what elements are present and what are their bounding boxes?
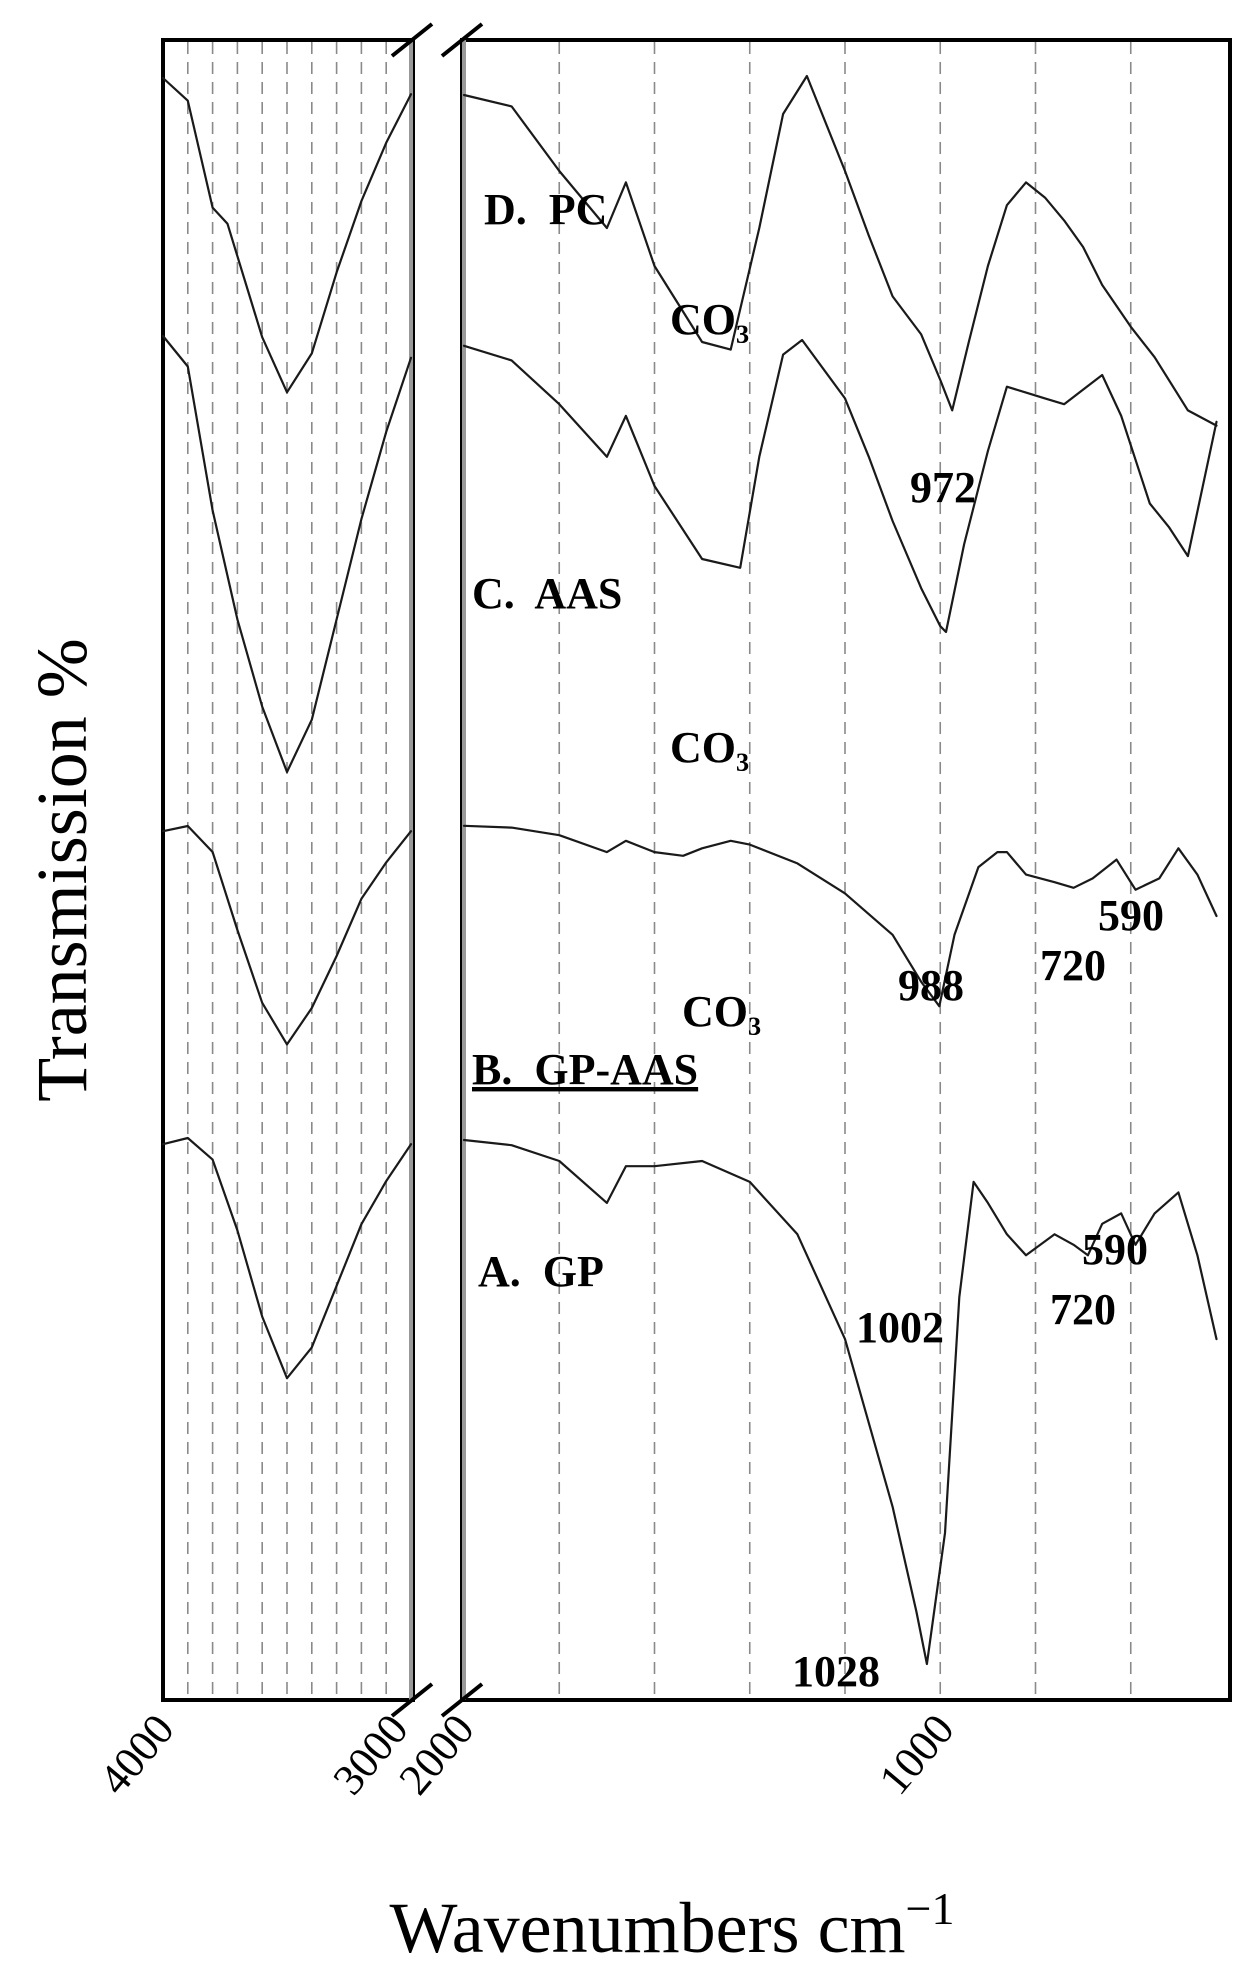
spectrum-b-gp-aas-left xyxy=(161,824,413,1046)
x-axis-title-superscript: −1 xyxy=(906,1883,955,1934)
series-label-gp-aas: B. GP-AAS xyxy=(472,1045,698,1094)
left-panel xyxy=(161,38,415,1702)
annotation-1002: 1002 xyxy=(856,1303,944,1352)
series-label-aas: C. AAS xyxy=(472,569,622,618)
spectrum-a-gp-left xyxy=(161,1136,413,1380)
annotation-co3-pc: CO₃ xyxy=(670,295,749,344)
spectrum-c-aas-left xyxy=(161,334,413,774)
spectrum-b-gp-aas-right xyxy=(462,824,1218,1008)
series-label-pc: D. PC xyxy=(484,185,607,234)
annotation-co3-gp-aas: CO₃ xyxy=(682,987,761,1036)
annotation-720-a: 720 xyxy=(1050,1285,1116,1334)
break-mark-bottom-left xyxy=(390,1682,434,1718)
y-axis-title: Transmission % xyxy=(22,638,102,1101)
axis-break-marks xyxy=(390,22,484,1718)
break-mark-top-right xyxy=(440,22,484,58)
break-mark-top-left xyxy=(390,22,434,58)
annotation-co3-aas: CO₃ xyxy=(670,723,749,772)
spectrum-a-gp-right xyxy=(462,1138,1218,1666)
right-panel xyxy=(460,38,1232,1702)
series-layer xyxy=(161,74,1218,1666)
spectrum-d-pc-right xyxy=(462,74,1218,427)
spectrum-c-aas-right xyxy=(462,338,1218,634)
series-label-gp: A. GP xyxy=(478,1247,604,1296)
annotation-590-a: 590 xyxy=(1082,1225,1148,1274)
x-axis-title: Wavenumbers cm−1 xyxy=(390,1883,955,1968)
x-axis-title-text: Wavenumbers cm xyxy=(390,1888,906,1968)
annotation-590-b: 590 xyxy=(1098,891,1164,940)
annotation-972: 972 xyxy=(910,463,976,512)
annotation-720-b: 720 xyxy=(1040,941,1106,990)
break-mark-bottom-right xyxy=(440,1682,484,1718)
spectrum-d-pc-left xyxy=(161,76,413,394)
grid-layer xyxy=(187,42,1132,1698)
annotation-1028: 1028 xyxy=(792,1647,880,1696)
annotation-988: 988 xyxy=(898,961,964,1010)
